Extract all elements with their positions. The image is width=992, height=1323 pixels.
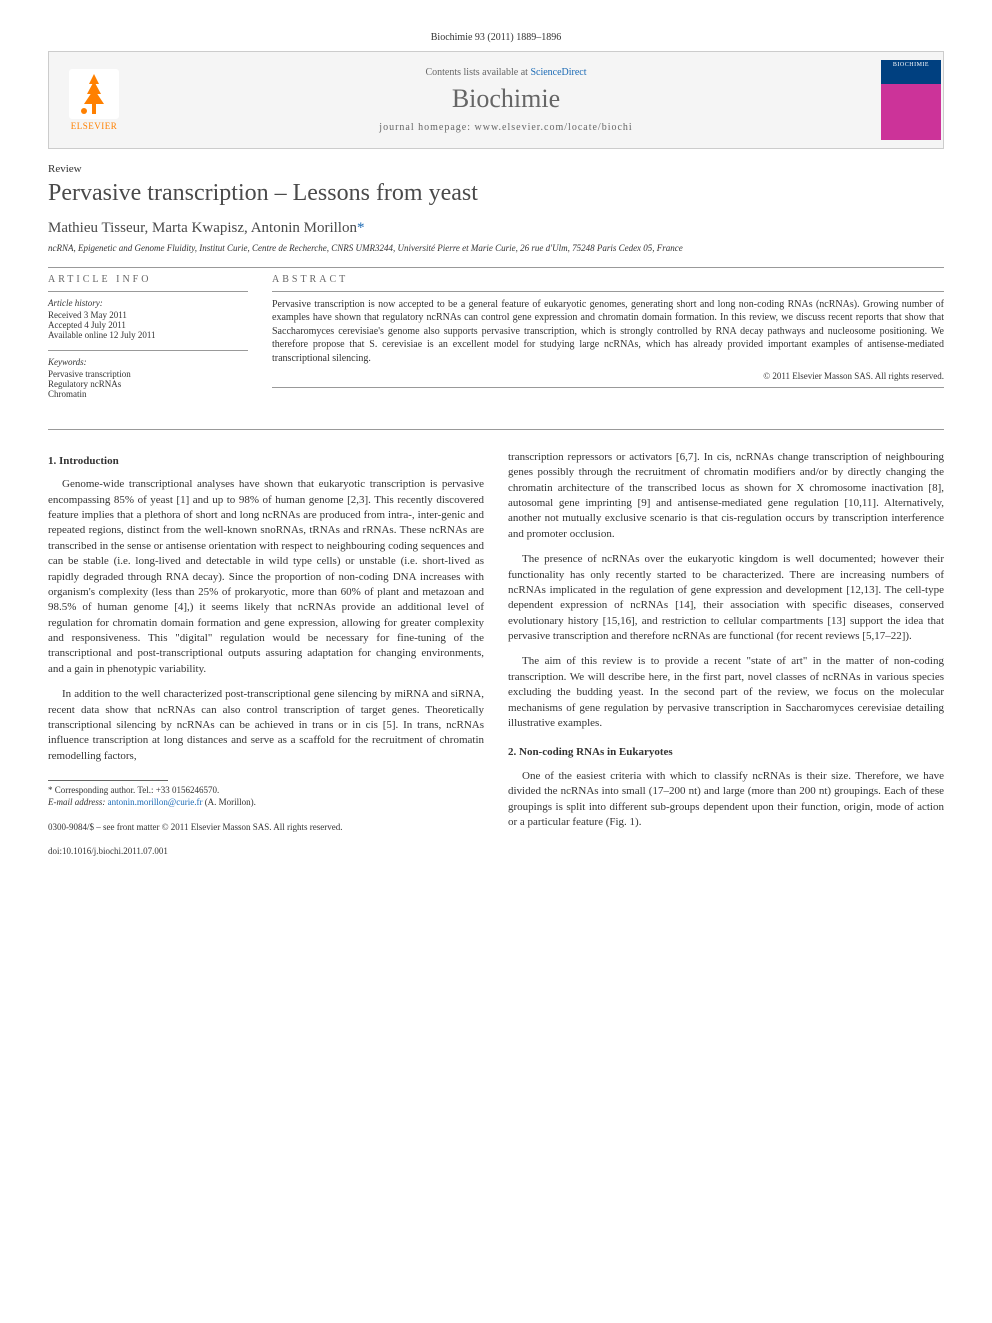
accepted-date: Accepted 4 July 2011 <box>48 320 248 330</box>
left-column: 1. Introduction Genome-wide transcriptio… <box>48 450 484 858</box>
footnote-separator <box>48 780 168 781</box>
contents-prefix: Contents lists available at <box>425 67 530 78</box>
keywords-label: Keywords: <box>48 357 248 367</box>
abstract-divider-bottom <box>272 387 944 388</box>
paragraph-6: One of the easiest criteria with which t… <box>508 769 944 831</box>
authors-names: Mathieu Tisseur, Marta Kwapisz, Antonin … <box>48 220 357 236</box>
article-info-heading: ARTICLE INFO <box>48 274 248 285</box>
info-divider-1 <box>48 291 248 292</box>
paragraph-5: The aim of this review is to provide a r… <box>508 654 944 731</box>
article-history-block: Article history: Received 3 May 2011 Acc… <box>48 298 248 340</box>
divider-top <box>48 267 944 268</box>
info-abstract-row: ARTICLE INFO Article history: Received 3… <box>48 274 944 409</box>
page-container: Biochimie 93 (2011) 1889–1896 ELSEVIER C… <box>0 0 992 890</box>
elsevier-tree-icon <box>69 69 119 119</box>
issn-line: 0300-9084/$ – see front matter © 2011 El… <box>48 821 484 834</box>
article-info-column: ARTICLE INFO Article history: Received 3… <box>48 274 248 409</box>
paragraph-3: transcription repressors or activators [… <box>508 450 944 542</box>
paragraph-1: Genome-wide transcriptional analyses hav… <box>48 477 484 677</box>
homepage-prefix: journal homepage: <box>379 122 474 133</box>
section-1-heading: 1. Introduction <box>48 454 484 469</box>
info-divider-2 <box>48 350 248 351</box>
header-citation: Biochimie 93 (2011) 1889–1896 <box>48 32 944 43</box>
right-column: transcription repressors or activators [… <box>508 450 944 858</box>
received-date: Received 3 May 2011 <box>48 310 248 320</box>
email-label: E-mail address: <box>48 797 105 807</box>
publisher-logo-area: ELSEVIER <box>49 59 139 141</box>
article-title: Pervasive transcription – Lessons from y… <box>48 179 944 208</box>
elsevier-name: ELSEVIER <box>71 121 118 131</box>
author-email[interactable]: antonin.morillon@curie.fr <box>108 797 203 807</box>
paragraph-4: The presence of ncRNAs over the eukaryot… <box>508 552 944 644</box>
divider-mid <box>48 429 944 430</box>
history-label: Article history: <box>48 298 248 308</box>
abstract-copyright: © 2011 Elsevier Masson SAS. All rights r… <box>272 371 944 381</box>
homepage-url[interactable]: www.elsevier.com/locate/biochi <box>475 122 633 133</box>
authors-line: Mathieu Tisseur, Marta Kwapisz, Antonin … <box>48 220 944 237</box>
corresponding-marker: * <box>357 220 365 236</box>
keyword-1: Pervasive transcription <box>48 369 248 379</box>
article-type: Review <box>48 163 944 175</box>
elsevier-logo[interactable]: ELSEVIER <box>69 69 119 131</box>
journal-cover-area <box>873 52 943 148</box>
keyword-3: Chromatin <box>48 389 248 399</box>
abstract-divider <box>272 291 944 292</box>
journal-homepage-line: journal homepage: www.elsevier.com/locat… <box>139 122 873 133</box>
paragraph-2: In addition to the well characterized po… <box>48 687 484 764</box>
keywords-block: Keywords: Pervasive transcription Regula… <box>48 357 248 399</box>
contents-available-line: Contents lists available at ScienceDirec… <box>139 67 873 78</box>
email-line: E-mail address: antonin.morillon@curie.f… <box>48 797 484 809</box>
abstract-heading: ABSTRACT <box>272 274 944 285</box>
journal-name: Biochimie <box>139 84 873 114</box>
corresponding-author-note: * Corresponding author. Tel.: +33 015624… <box>48 785 484 797</box>
doi-line: doi:10.1016/j.biochi.2011.07.001 <box>48 845 484 858</box>
body-two-columns: 1. Introduction Genome-wide transcriptio… <box>48 450 944 858</box>
journal-header-box: ELSEVIER Contents lists available at Sci… <box>48 51 944 149</box>
abstract-column: ABSTRACT Pervasive transcription is now … <box>272 274 944 409</box>
section-2-heading: 2. Non-coding RNAs in Eukaryotes <box>508 745 944 760</box>
online-date: Available online 12 July 2011 <box>48 330 248 340</box>
header-center: Contents lists available at ScienceDirec… <box>139 57 873 143</box>
keyword-2: Regulatory ncRNAs <box>48 379 248 389</box>
sciencedirect-link[interactable]: ScienceDirect <box>530 67 586 78</box>
email-suffix: (A. Morillon). <box>205 797 256 807</box>
journal-cover-icon <box>881 60 941 140</box>
abstract-text: Pervasive transcription is now accepted … <box>272 298 944 366</box>
affiliation: ncRNA, Epigenetic and Genome Fluidity, I… <box>48 243 944 253</box>
footnotes: * Corresponding author. Tel.: +33 015624… <box>48 785 484 808</box>
